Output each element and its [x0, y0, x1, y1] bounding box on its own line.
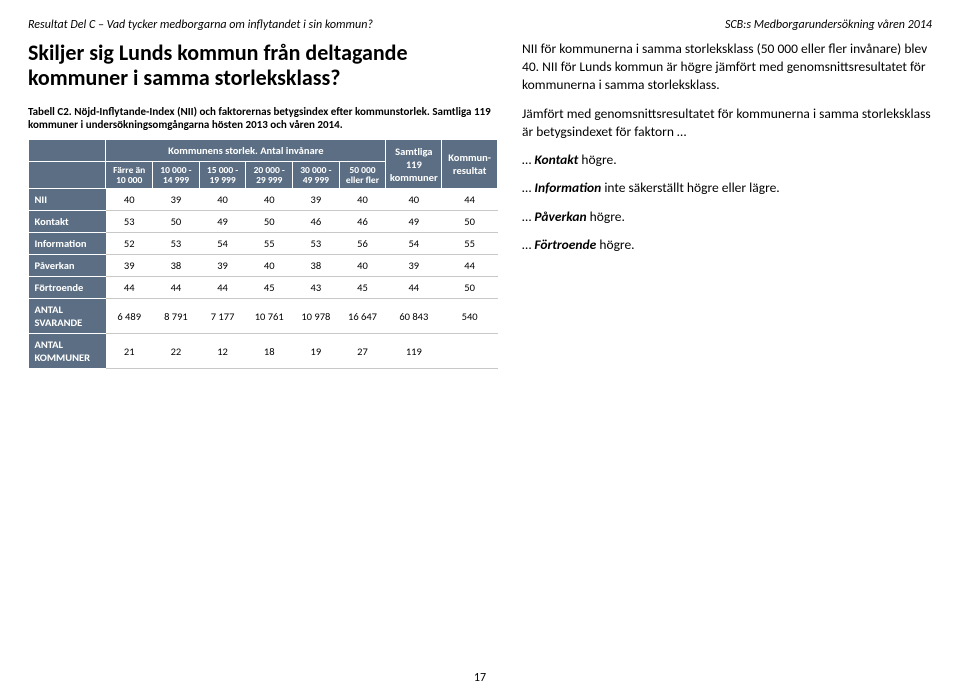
th-kommunresultat: Kommun-resultat	[442, 139, 498, 189]
cell: 40	[246, 255, 293, 277]
header-right: SCB:s Medborgarundersökning våren 2014	[725, 18, 932, 32]
cell: 52	[106, 233, 153, 255]
cell: 54	[199, 233, 246, 255]
cell: 40	[339, 189, 386, 211]
cell: 53	[293, 233, 340, 255]
table-row: NII4039404039404044	[29, 189, 498, 211]
th-6: 50 000 eller fler	[339, 161, 386, 189]
cell: 49	[199, 211, 246, 233]
cell: 55	[246, 233, 293, 255]
cell: 39	[386, 255, 442, 277]
cell: 119	[386, 334, 442, 369]
th-4: 20 000 - 29 999	[246, 161, 293, 189]
table-row: Kontakt5350495046464950	[29, 211, 498, 233]
table-row: Information5253545553565455	[29, 233, 498, 255]
th-1: Färre än 10 000	[106, 161, 153, 189]
page-title: Skiljer sig Lunds kommun från deltagande…	[28, 40, 498, 91]
cell: 55	[442, 233, 498, 255]
page-number: 17	[0, 671, 960, 685]
paragraph-1: NII för kommunerna i samma storleksklass…	[522, 40, 932, 95]
cell: 22	[153, 334, 200, 369]
cell: 40	[106, 189, 153, 211]
right-column: NII för kommunerna i samma storleksklass…	[522, 40, 932, 369]
th-3: 15 000 - 19 999	[199, 161, 246, 189]
cell: 56	[339, 233, 386, 255]
cell: 44	[386, 277, 442, 299]
page-header: Resultat Del C – Vad tycker medborgarna …	[28, 18, 932, 32]
cell: 39	[106, 255, 153, 277]
row-label: Förtroende	[29, 277, 106, 299]
cell: 44	[442, 255, 498, 277]
cell: 27	[339, 334, 386, 369]
row-label: ANTAL KOMMUNER	[29, 334, 106, 369]
cell: 10 978	[293, 299, 340, 334]
cell: 50	[442, 277, 498, 299]
cell: 540	[442, 299, 498, 334]
table-row: Förtroende4444444543454450	[29, 277, 498, 299]
bullet-4: … Förtroende högre.	[522, 236, 932, 254]
cell: 18	[246, 334, 293, 369]
th-5: 30 000 - 49 999	[293, 161, 340, 189]
cell: 38	[293, 255, 340, 277]
cell: 39	[199, 255, 246, 277]
th-samtliga: Samtliga 119 kommuner	[386, 139, 442, 189]
cell: 54	[386, 233, 442, 255]
cell: 21	[106, 334, 153, 369]
th-blank2	[29, 161, 106, 189]
cell: 12	[199, 334, 246, 369]
cell: 44	[442, 189, 498, 211]
cell: 39	[293, 189, 340, 211]
bullet-2: … Information inte säkerställt högre ell…	[522, 179, 932, 197]
row-label: NII	[29, 189, 106, 211]
cell: 19	[293, 334, 340, 369]
cell: 10 761	[246, 299, 293, 334]
cell: 50	[442, 211, 498, 233]
row-label: Påverkan	[29, 255, 106, 277]
cell: 46	[293, 211, 340, 233]
cell: 39	[153, 189, 200, 211]
cell: 60 843	[386, 299, 442, 334]
cell: 53	[153, 233, 200, 255]
cell: 8 791	[153, 299, 200, 334]
header-left: Resultat Del C – Vad tycker medborgarna …	[28, 18, 373, 32]
cell: 6 489	[106, 299, 153, 334]
row-label: Kontakt	[29, 211, 106, 233]
cell: 46	[339, 211, 386, 233]
cell: 45	[339, 277, 386, 299]
cell: 50	[246, 211, 293, 233]
th-span: Kommunens storlek. Antal invånare	[106, 139, 386, 161]
data-table: Kommunens storlek. Antal invånare Samtli…	[28, 139, 498, 370]
cell: 40	[386, 189, 442, 211]
cell: 7 177	[199, 299, 246, 334]
th-blank	[29, 139, 106, 161]
row-label: ANTAL SVARANDE	[29, 299, 106, 334]
cell: 44	[106, 277, 153, 299]
paragraph-2: Jämfört med genomsnittsresultatet för ko…	[522, 105, 932, 141]
table-row: ANTAL SVARANDE6 4898 7917 17710 76110 97…	[29, 299, 498, 334]
bullet-1: … Kontakt högre.	[522, 151, 932, 169]
cell: 40	[199, 189, 246, 211]
table-row: Påverkan3938394038403944	[29, 255, 498, 277]
cell: 44	[199, 277, 246, 299]
cell: 16 647	[339, 299, 386, 334]
row-label: Information	[29, 233, 106, 255]
cell	[442, 334, 498, 369]
table-row: ANTAL KOMMUNER212212181927119	[29, 334, 498, 369]
bullet-3: … Påverkan högre.	[522, 208, 932, 226]
cell: 50	[153, 211, 200, 233]
table-caption: Tabell C2. Nöjd-Inflytande-Index (NII) o…	[28, 105, 498, 131]
cell: 49	[386, 211, 442, 233]
cell: 40	[339, 255, 386, 277]
th-2: 10 000 - 14 999	[153, 161, 200, 189]
cell: 38	[153, 255, 200, 277]
cell: 53	[106, 211, 153, 233]
cell: 40	[246, 189, 293, 211]
left-column: Skiljer sig Lunds kommun från deltagande…	[28, 40, 498, 369]
cell: 45	[246, 277, 293, 299]
cell: 44	[153, 277, 200, 299]
cell: 43	[293, 277, 340, 299]
